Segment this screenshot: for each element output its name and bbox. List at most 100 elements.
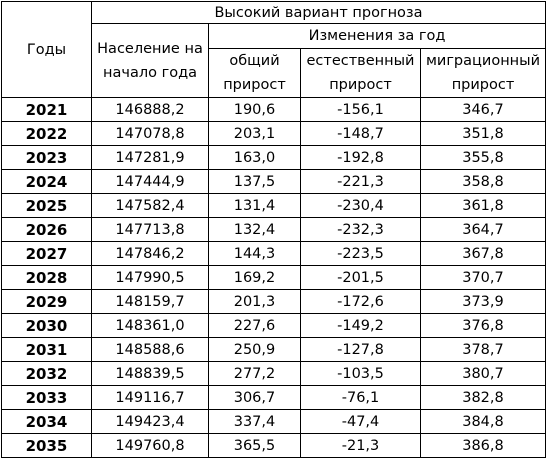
header-natural-line2: прирост [329, 77, 392, 93]
cell-migration: 380,7 [420, 361, 546, 386]
cell-year: 2026 [1, 217, 92, 242]
cell-natural: -223,5 [300, 241, 421, 266]
cell-year: 2027 [1, 241, 92, 266]
cell-population: 148361,0 [91, 313, 209, 338]
table-row: 2031 148588,6 250,9 -127,8 378,7 [1, 337, 546, 362]
cell-total: 203,1 [208, 121, 301, 146]
table-row: 2023 147281,9 163,0 -192,8 355,8 [1, 145, 546, 170]
cell-migration: 346,7 [420, 97, 546, 122]
header-total: общий прирост [208, 48, 301, 98]
table-header: Годы Высокий вариант прогноза Население … [1, 1, 546, 98]
cell-year: 2035 [1, 433, 92, 458]
cell-migration: 367,8 [420, 241, 546, 266]
cell-population: 149760,8 [91, 433, 209, 458]
cell-population: 147990,5 [91, 265, 209, 290]
cell-total: 365,5 [208, 433, 301, 458]
cell-total: 169,2 [208, 265, 301, 290]
table-row: 2024 147444,9 137,5 -221,3 358,8 [1, 169, 546, 194]
header-natural: естественный прирост [300, 48, 421, 98]
cell-migration: 351,8 [420, 121, 546, 146]
cell-population: 149423,4 [91, 409, 209, 434]
cell-migration: 384,8 [420, 409, 546, 434]
cell-population: 147846,2 [91, 241, 209, 266]
table-row: 2032 148839,5 277,2 -103,5 380,7 [1, 361, 546, 386]
cell-natural: -149,2 [300, 313, 421, 338]
cell-migration: 386,8 [420, 433, 546, 458]
cell-migration: 382,8 [420, 385, 546, 410]
cell-natural: -221,3 [300, 169, 421, 194]
header-migration: миграционный прирост [420, 48, 546, 98]
cell-total: 144,3 [208, 241, 301, 266]
header-total-line2: прирост [223, 77, 286, 93]
cell-population: 148839,5 [91, 361, 209, 386]
cell-natural: -21,3 [300, 433, 421, 458]
header-natural-line1: естественный [306, 53, 415, 69]
cell-natural: -47,4 [300, 409, 421, 434]
cell-year: 2022 [1, 121, 92, 146]
cell-natural: -192,8 [300, 145, 421, 170]
cell-population: 147281,9 [91, 145, 209, 170]
cell-natural: -232,3 [300, 217, 421, 242]
cell-year: 2032 [1, 361, 92, 386]
cell-natural: -103,5 [300, 361, 421, 386]
cell-total: 306,7 [208, 385, 301, 410]
table-body: 2021 146888,2 190,6 -156,1 346,7 2022 147078,8… [1, 97, 546, 458]
cell-year: 2033 [1, 385, 92, 410]
cell-total: 163,0 [208, 145, 301, 170]
cell-year: 2024 [1, 169, 92, 194]
cell-natural: -201,5 [300, 265, 421, 290]
cell-year: 2031 [1, 337, 92, 362]
header-scenario: Высокий вариант прогноза [91, 1, 546, 24]
cell-population: 147582,4 [91, 193, 209, 218]
table-row: 2035 149760,8 365,5 -21,3 386,8 [1, 433, 546, 458]
table-row: 2033 149116,7 306,7 -76,1 382,8 [1, 385, 546, 410]
table-row: 2021 146888,2 190,6 -156,1 346,7 [1, 97, 546, 122]
table-row: 2022 147078,8 203,1 -148,7 351,8 [1, 121, 546, 146]
cell-natural: -148,7 [300, 121, 421, 146]
table-row: 2028 147990,5 169,2 -201,5 370,7 [1, 265, 546, 290]
cell-year: 2028 [1, 265, 92, 290]
table-row: 2029 148159,7 201,3 -172,6 373,9 [1, 289, 546, 314]
cell-total: 337,4 [208, 409, 301, 434]
cell-total: 131,4 [208, 193, 301, 218]
cell-population: 149116,7 [91, 385, 209, 410]
cell-population: 147444,9 [91, 169, 209, 194]
cell-total: 137,5 [208, 169, 301, 194]
cell-population: 146888,2 [91, 97, 209, 122]
cell-population: 148159,7 [91, 289, 209, 314]
header-population-line1: Население на [97, 40, 203, 57]
header-changes: Изменения за год [208, 23, 546, 49]
cell-natural: -172,6 [300, 289, 421, 314]
header-total-line1: общий [229, 53, 280, 69]
cell-natural: -76,1 [300, 385, 421, 410]
header-years: Годы [1, 1, 92, 98]
cell-total: 277,2 [208, 361, 301, 386]
cell-year: 2025 [1, 193, 92, 218]
cell-migration: 376,8 [420, 313, 546, 338]
header-migration-line2: прирост [451, 77, 515, 93]
table-row: 2034 149423,4 337,4 -47,4 384,8 [1, 409, 546, 434]
cell-year: 2021 [1, 97, 92, 122]
table-row: 2030 148361,0 227,6 -149,2 376,8 [1, 313, 546, 338]
cell-year: 2029 [1, 289, 92, 314]
cell-migration: 378,7 [420, 337, 546, 362]
cell-migration: 355,8 [420, 145, 546, 170]
table-row: 2027 147846,2 144,3 -223,5 367,8 [1, 241, 546, 266]
cell-natural: -127,8 [300, 337, 421, 362]
cell-population: 148588,6 [91, 337, 209, 362]
header-migration-line1: миграционный [425, 53, 541, 69]
cell-migration: 364,7 [420, 217, 546, 242]
cell-year: 2034 [1, 409, 92, 434]
cell-migration: 373,9 [420, 289, 546, 314]
cell-natural: -156,1 [300, 97, 421, 122]
cell-total: 250,9 [208, 337, 301, 362]
cell-year: 2023 [1, 145, 92, 170]
cell-migration: 361,8 [420, 193, 546, 218]
header-population-line2: начало года [103, 64, 197, 81]
cell-migration: 358,8 [420, 169, 546, 194]
cell-total: 190,6 [208, 97, 301, 122]
cell-natural: -230,4 [300, 193, 421, 218]
cell-total: 132,4 [208, 217, 301, 242]
